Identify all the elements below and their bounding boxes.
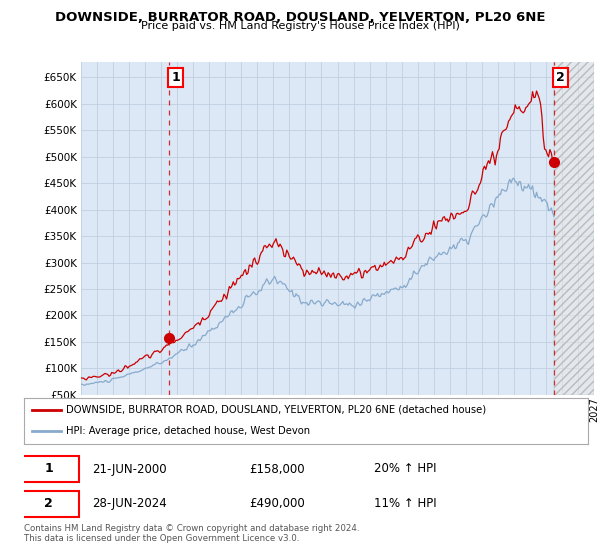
Text: 11% ↑ HPI: 11% ↑ HPI	[374, 497, 436, 510]
Text: 21-JUN-2000: 21-JUN-2000	[92, 463, 166, 475]
Text: HPI: Average price, detached house, West Devon: HPI: Average price, detached house, West…	[66, 426, 310, 436]
Text: DOWNSIDE, BURRATOR ROAD, DOUSLAND, YELVERTON, PL20 6NE (detached house): DOWNSIDE, BURRATOR ROAD, DOUSLAND, YELVE…	[66, 405, 487, 415]
Text: 2: 2	[556, 71, 565, 84]
Text: DOWNSIDE, BURRATOR ROAD, DOUSLAND, YELVERTON, PL20 6NE: DOWNSIDE, BURRATOR ROAD, DOUSLAND, YELVE…	[55, 11, 545, 24]
Text: Contains HM Land Registry data © Crown copyright and database right 2024.
This d: Contains HM Land Registry data © Crown c…	[24, 524, 359, 543]
Text: 28-JUN-2024: 28-JUN-2024	[92, 497, 166, 510]
Text: 1: 1	[171, 71, 180, 84]
Bar	[554, 0, 594, 395]
FancyBboxPatch shape	[19, 491, 79, 517]
Text: 20% ↑ HPI: 20% ↑ HPI	[374, 463, 436, 475]
Text: £158,000: £158,000	[250, 463, 305, 475]
Bar	[554, 62, 594, 395]
Text: 1: 1	[44, 463, 53, 475]
Text: £490,000: £490,000	[250, 497, 305, 510]
Bar	[554, 62, 594, 395]
Text: Price paid vs. HM Land Registry's House Price Index (HPI): Price paid vs. HM Land Registry's House …	[140, 21, 460, 31]
Text: 2: 2	[44, 497, 53, 510]
FancyBboxPatch shape	[19, 456, 79, 482]
